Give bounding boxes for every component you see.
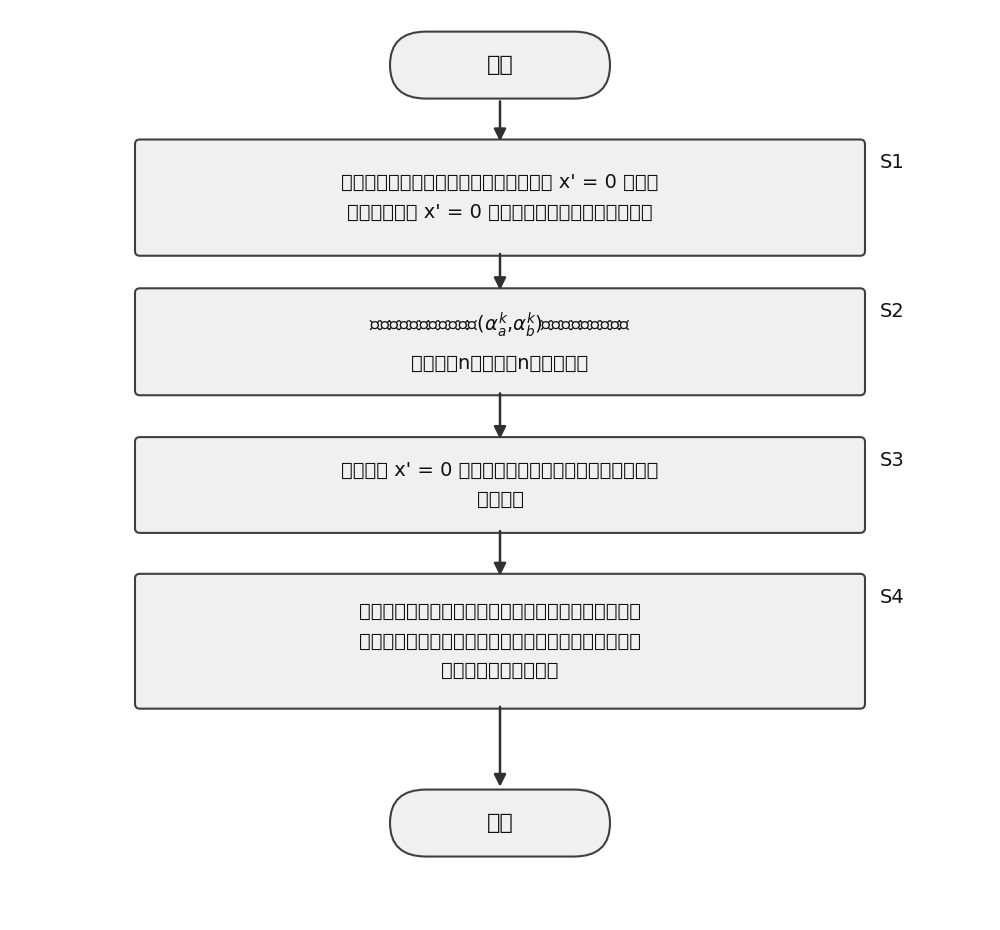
Text: 分切割为n份，得到n条子轮廓线: 分切割为n份，得到n条子轮廓线 — [411, 353, 589, 373]
FancyBboxPatch shape — [135, 288, 865, 395]
Text: 结束: 结束 — [487, 813, 513, 833]
Text: S2: S2 — [880, 302, 905, 321]
FancyBboxPatch shape — [135, 140, 865, 256]
Text: S3: S3 — [880, 451, 905, 470]
FancyBboxPatch shape — [135, 437, 865, 533]
Text: S4: S4 — [880, 588, 905, 606]
Text: 通过平面 x' = 0 切割钢轨，获取基本轨侧和道岔区的廓
形数据集: 通过平面 x' = 0 切割钢轨，获取基本轨侧和道岔区的廓 形数据集 — [341, 460, 659, 510]
Text: 构建车轮坐标系，在车轮坐标系中作平面 x' = 0 切割车
轮，并将平面 x' = 0 与车轮周边的交线作为主轮廓线: 构建车轮坐标系，在车轮坐标系中作平面 x' = 0 切割车 轮，并将平面 x' … — [341, 173, 659, 222]
Text: 根据车轮的主轮廓线、车轮的子轮廓线、基本轨侧和道
岔区的轮廓数据集对轮轨几何接触点进行计算，得到轮
轨几何接触点计算结果: 根据车轮的主轮廓线、车轮的子轮廓线、基本轨侧和道 岔区的轮廓数据集对轮轨几何接触… — [359, 603, 641, 680]
FancyBboxPatch shape — [135, 574, 865, 709]
FancyBboxPatch shape — [390, 32, 610, 99]
Text: 开始: 开始 — [487, 55, 513, 75]
Text: 将主轮廓线两侧法向角度($\alpha_a^k$,$\alpha_b^k$)范围内的车轮法向均: 将主轮廓线两侧法向角度($\alpha_a^k$,$\alpha_b^k$)范围… — [369, 310, 631, 339]
Text: S1: S1 — [880, 153, 905, 172]
FancyBboxPatch shape — [390, 790, 610, 857]
